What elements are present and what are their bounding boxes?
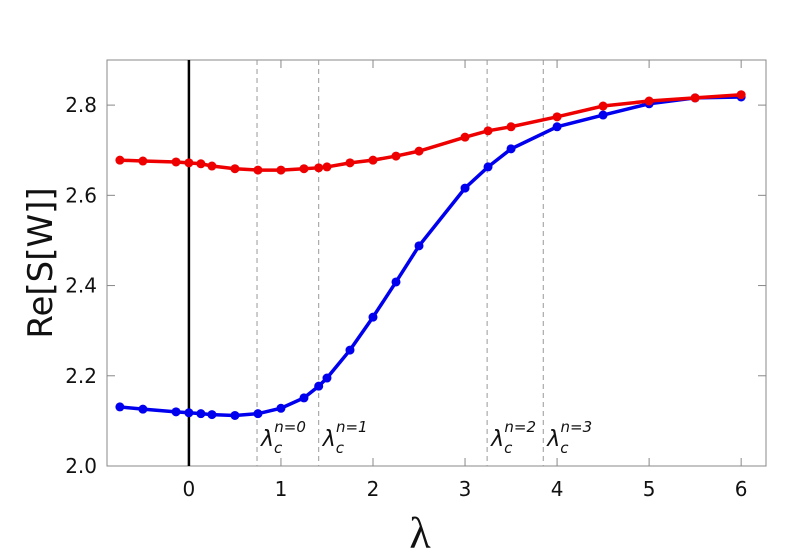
plot-frame — [106, 59, 767, 467]
x-tick-label: 1 — [275, 477, 288, 501]
y-tick-label: 2.2 — [65, 364, 97, 388]
data-point — [138, 156, 148, 166]
data-point — [171, 407, 181, 417]
data-point — [644, 96, 654, 106]
critical-base: λ — [322, 427, 336, 452]
data-point — [171, 157, 181, 167]
data-point — [414, 241, 424, 251]
data-point — [414, 146, 424, 156]
data-point — [368, 155, 378, 165]
x-tick-label: 6 — [735, 477, 748, 501]
data-point — [552, 122, 562, 132]
x-tick-label: 5 — [643, 477, 656, 501]
data-point — [345, 158, 355, 168]
data-point — [322, 162, 332, 172]
x-tick-label: 4 — [551, 477, 564, 501]
data-point — [299, 393, 309, 403]
x-tick-label: 3 — [459, 477, 472, 501]
critical-base: λ — [490, 427, 504, 452]
data-point — [368, 312, 378, 322]
y-tick-label: 2.4 — [65, 274, 97, 298]
data-point — [253, 409, 263, 419]
data-point — [276, 403, 286, 413]
data-point — [184, 158, 194, 168]
data-point — [314, 381, 324, 391]
data-point — [736, 90, 746, 100]
y-tick-label: 2.8 — [65, 93, 97, 117]
data-point — [115, 155, 125, 165]
critical-sup: n=1 — [336, 418, 368, 436]
y-axis-label: Re[S[W]] — [21, 187, 61, 338]
data-point — [506, 144, 516, 154]
data-point — [506, 122, 516, 132]
critical-sub: c — [560, 439, 569, 457]
data-point — [690, 93, 700, 103]
data-point — [598, 101, 608, 111]
data-point — [322, 373, 332, 383]
critical-base: λ — [546, 427, 560, 452]
critical-sub: c — [504, 439, 513, 457]
x-tick-label: 0 — [183, 477, 196, 501]
data-point — [391, 277, 401, 287]
data-point — [460, 183, 470, 193]
data-point — [483, 126, 493, 136]
data-point — [184, 408, 194, 418]
data-point — [115, 402, 125, 412]
data-point — [299, 164, 309, 174]
critical-base: λ — [260, 427, 274, 452]
data-point — [230, 164, 240, 174]
data-point — [138, 404, 148, 414]
critical-sub: c — [274, 439, 283, 457]
data-point — [196, 159, 206, 169]
critical-label: λc n=0 — [260, 418, 306, 457]
x-axis-label: λ — [409, 509, 431, 554]
data-point — [483, 162, 493, 172]
data-point — [345, 345, 355, 355]
y-tick-label: 2.6 — [65, 183, 97, 207]
data-point — [391, 151, 401, 161]
critical-sup: n=2 — [504, 418, 536, 436]
data-point — [253, 165, 263, 175]
series-line — [119, 95, 742, 418]
x-tick-label: 2 — [367, 477, 380, 501]
data-point — [196, 409, 206, 419]
critical-label: λc n=2 — [490, 418, 536, 457]
data-point — [598, 110, 608, 120]
critical-sup: n=0 — [274, 418, 306, 436]
data-point — [230, 410, 240, 420]
data-point — [314, 163, 324, 173]
critical-sub: c — [336, 439, 345, 457]
critical-sup: n=3 — [561, 418, 593, 436]
y-tick-label: 2.0 — [65, 454, 97, 478]
data-point — [276, 165, 286, 175]
data-point — [460, 132, 470, 142]
critical-label: λc n=1 — [322, 418, 368, 457]
data-point — [552, 112, 562, 122]
data-point — [207, 161, 217, 171]
data-point — [207, 410, 217, 420]
critical-label: λc n=3 — [546, 418, 592, 457]
